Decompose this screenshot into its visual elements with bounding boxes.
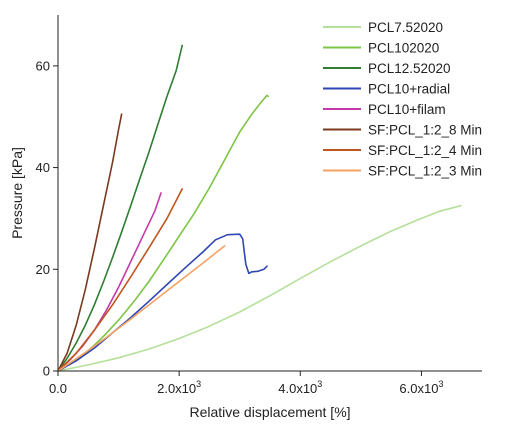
series-line-5 — [57, 192, 162, 372]
legend-label: PCL10+filam — [368, 102, 446, 117]
legend: PCL7.52020 PCL102020 PCL12.52020 PCL10+radi… — [323, 20, 482, 179]
ticks: 0.0 2.0x103 4.0x103 6.0x103 0 20 40 60 — [36, 58, 444, 396]
x-axis-title: Relative displacement [%] — [189, 404, 350, 420]
series-layer — [57, 44, 462, 372]
legend-label: SF:PCL_1:2_3 Min — [368, 164, 482, 179]
legend-label: SF:PCL_1:2_8 Min — [368, 123, 482, 138]
legend-label: PCL102020 — [368, 41, 439, 56]
x-tick-label: 2.0x103 — [157, 379, 201, 396]
x-tick-label: 4.0x103 — [278, 379, 322, 396]
series-line-7 — [57, 188, 183, 372]
y-tick-label: 40 — [36, 160, 50, 175]
series-line-8 — [57, 245, 226, 372]
axes — [57, 15, 482, 372]
series-line-1 — [57, 204, 462, 372]
x-tick-label: 0.0 — [49, 381, 67, 396]
y-axis-title: Pressure [kPa] — [9, 147, 25, 239]
x-tick-label: 6.0x103 — [399, 379, 443, 396]
y-tick-label: 60 — [36, 58, 50, 73]
legend-label: PCL10+radial — [368, 82, 450, 97]
legend-label: SF:PCL_1:2_4 Min — [368, 143, 482, 158]
legend-label: PCL7.52020 — [368, 20, 443, 35]
y-tick-label: 20 — [36, 262, 50, 277]
y-tick-label: 0 — [43, 364, 50, 379]
series-line-6 — [57, 113, 123, 372]
series-line-3 — [57, 44, 183, 372]
series-line-2 — [57, 94, 270, 372]
legend-label: PCL12.52020 — [368, 61, 451, 76]
